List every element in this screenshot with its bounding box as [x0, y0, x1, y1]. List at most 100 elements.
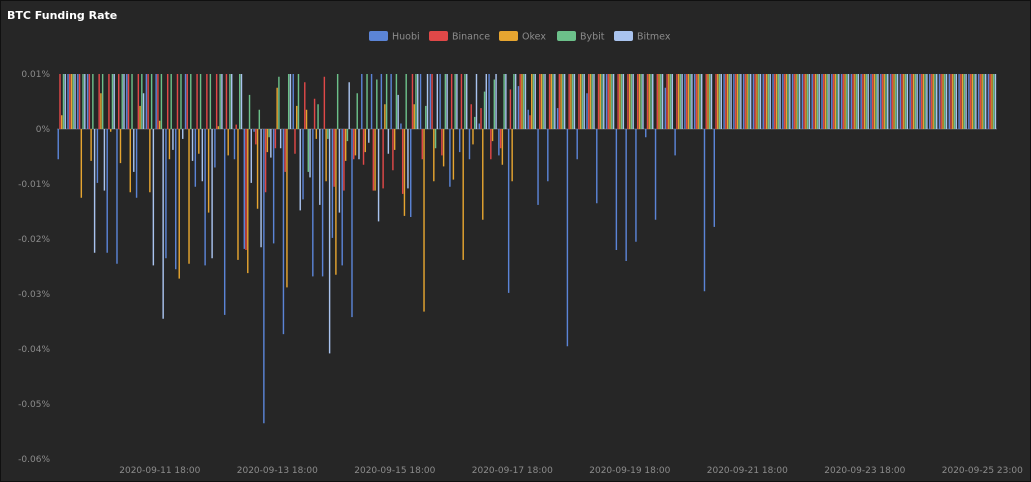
bar-okex[interactable] — [785, 74, 788, 129]
bar-bitmex[interactable] — [544, 74, 546, 129]
bar-okex[interactable] — [217, 126, 220, 129]
bar-bitmex[interactable] — [554, 74, 556, 129]
bar-okex[interactable] — [814, 74, 817, 129]
bar-binance[interactable] — [989, 74, 991, 129]
bar-bybit[interactable] — [816, 74, 819, 129]
bar-bitmex[interactable] — [847, 74, 850, 129]
bar-binance[interactable] — [539, 74, 541, 129]
bar-binance[interactable] — [881, 74, 884, 129]
bar-okex[interactable] — [256, 129, 259, 209]
bar-okex[interactable] — [766, 74, 768, 129]
bar-okex[interactable] — [873, 74, 876, 129]
bar-bybit[interactable] — [297, 74, 300, 129]
bar-okex[interactable] — [100, 93, 102, 129]
bar-bitmex[interactable] — [563, 74, 566, 129]
bar-bitmex[interactable] — [857, 74, 860, 129]
bar-huobi[interactable] — [439, 74, 441, 129]
bar-okex[interactable] — [942, 74, 944, 129]
bar-binance[interactable] — [823, 74, 825, 129]
bar-huobi[interactable] — [243, 129, 245, 249]
bar-bybit[interactable] — [434, 129, 437, 149]
bar-bitmex[interactable] — [417, 74, 419, 129]
bar-bybit[interactable] — [278, 76, 280, 129]
bar-okex[interactable] — [413, 104, 415, 129]
bar-bybit[interactable] — [248, 94, 251, 129]
bar-binance[interactable] — [646, 74, 649, 129]
bar-bitmex[interactable] — [162, 129, 164, 319]
bar-bitmex[interactable] — [221, 74, 223, 129]
bar-bitmex[interactable] — [123, 74, 125, 129]
bar-huobi[interactable] — [400, 123, 402, 130]
bar-bitmex[interactable] — [387, 129, 390, 154]
bar-binance[interactable] — [264, 129, 267, 193]
bar-binance[interactable] — [411, 74, 414, 129]
bar-okex[interactable] — [188, 129, 190, 264]
bar-huobi[interactable] — [596, 129, 598, 204]
bar-bitmex[interactable] — [524, 74, 527, 129]
bar-bitmex[interactable] — [270, 129, 272, 158]
bar-huobi[interactable] — [664, 87, 667, 129]
bar-huobi[interactable] — [282, 129, 285, 335]
bar-binance[interactable] — [764, 74, 766, 129]
bar-bitmex[interactable] — [201, 129, 204, 182]
bar-bitmex[interactable] — [965, 74, 967, 129]
bar-huobi[interactable] — [909, 74, 911, 129]
bar-bitmex[interactable] — [260, 129, 262, 248]
bar-binance[interactable] — [460, 74, 463, 129]
legend-label-binance[interactable]: Binance — [452, 32, 490, 43]
bar-huobi[interactable] — [321, 129, 324, 277]
bar-binance[interactable] — [98, 74, 100, 129]
bar-bitmex[interactable] — [514, 74, 517, 129]
bar-bybit[interactable] — [141, 74, 143, 129]
bar-bybit[interactable] — [483, 91, 486, 129]
bar-okex[interactable] — [550, 74, 553, 129]
bar-bybit[interactable] — [571, 74, 574, 129]
bar-bybit[interactable] — [699, 74, 701, 129]
bar-huobi[interactable] — [253, 129, 255, 132]
bar-binance[interactable] — [118, 74, 120, 129]
bar-huobi[interactable] — [214, 129, 216, 168]
bar-okex[interactable] — [893, 74, 895, 129]
bar-bybit[interactable] — [62, 74, 65, 129]
bar-bitmex[interactable] — [740, 74, 742, 129]
bar-bitmex[interactable] — [319, 129, 321, 205]
bar-bitmex[interactable] — [84, 74, 86, 129]
bar-huobi[interactable] — [184, 74, 187, 129]
bar-bitmex[interactable] — [838, 74, 840, 129]
bar-bybit[interactable] — [846, 74, 848, 129]
bar-huobi[interactable] — [410, 129, 412, 217]
bar-bitmex[interactable] — [534, 74, 536, 129]
bar-bitmex[interactable] — [994, 74, 997, 129]
bar-huobi[interactable] — [507, 129, 510, 293]
bar-huobi[interactable] — [361, 74, 363, 129]
legend-label-huobi[interactable]: Huobi — [392, 32, 420, 43]
bar-okex[interactable] — [677, 74, 680, 129]
bar-binance[interactable] — [176, 74, 179, 129]
bar-binance[interactable] — [431, 74, 433, 129]
bar-bybit[interactable] — [542, 74, 544, 129]
bar-bybit[interactable] — [777, 74, 779, 129]
bar-huobi[interactable] — [870, 74, 872, 129]
bar-huobi[interactable] — [126, 74, 128, 129]
bar-huobi[interactable] — [713, 129, 715, 227]
bar-huobi[interactable] — [449, 129, 451, 187]
bar-huobi[interactable] — [390, 74, 392, 129]
bar-huobi[interactable] — [948, 74, 950, 129]
bar-bybit[interactable] — [904, 74, 907, 129]
bar-huobi[interactable] — [292, 74, 294, 129]
bar-bitmex[interactable] — [426, 74, 429, 129]
bar-okex[interactable] — [912, 74, 915, 129]
bar-bybit[interactable] — [111, 74, 114, 129]
bar-bybit[interactable] — [934, 74, 936, 129]
bar-bitmex[interactable] — [358, 129, 360, 160]
bar-bybit[interactable] — [679, 74, 682, 129]
bar-bybit[interactable] — [287, 74, 290, 129]
bar-okex[interactable] — [266, 129, 269, 153]
bar-huobi[interactable] — [331, 129, 334, 238]
bar-bybit[interactable] — [454, 74, 456, 129]
bar-binance[interactable] — [88, 74, 91, 129]
bar-bitmex[interactable] — [984, 74, 987, 129]
bar-bitmex[interactable] — [906, 74, 909, 129]
legend-label-okex[interactable]: Okex — [522, 32, 546, 43]
bar-bitmex[interactable] — [573, 74, 576, 129]
